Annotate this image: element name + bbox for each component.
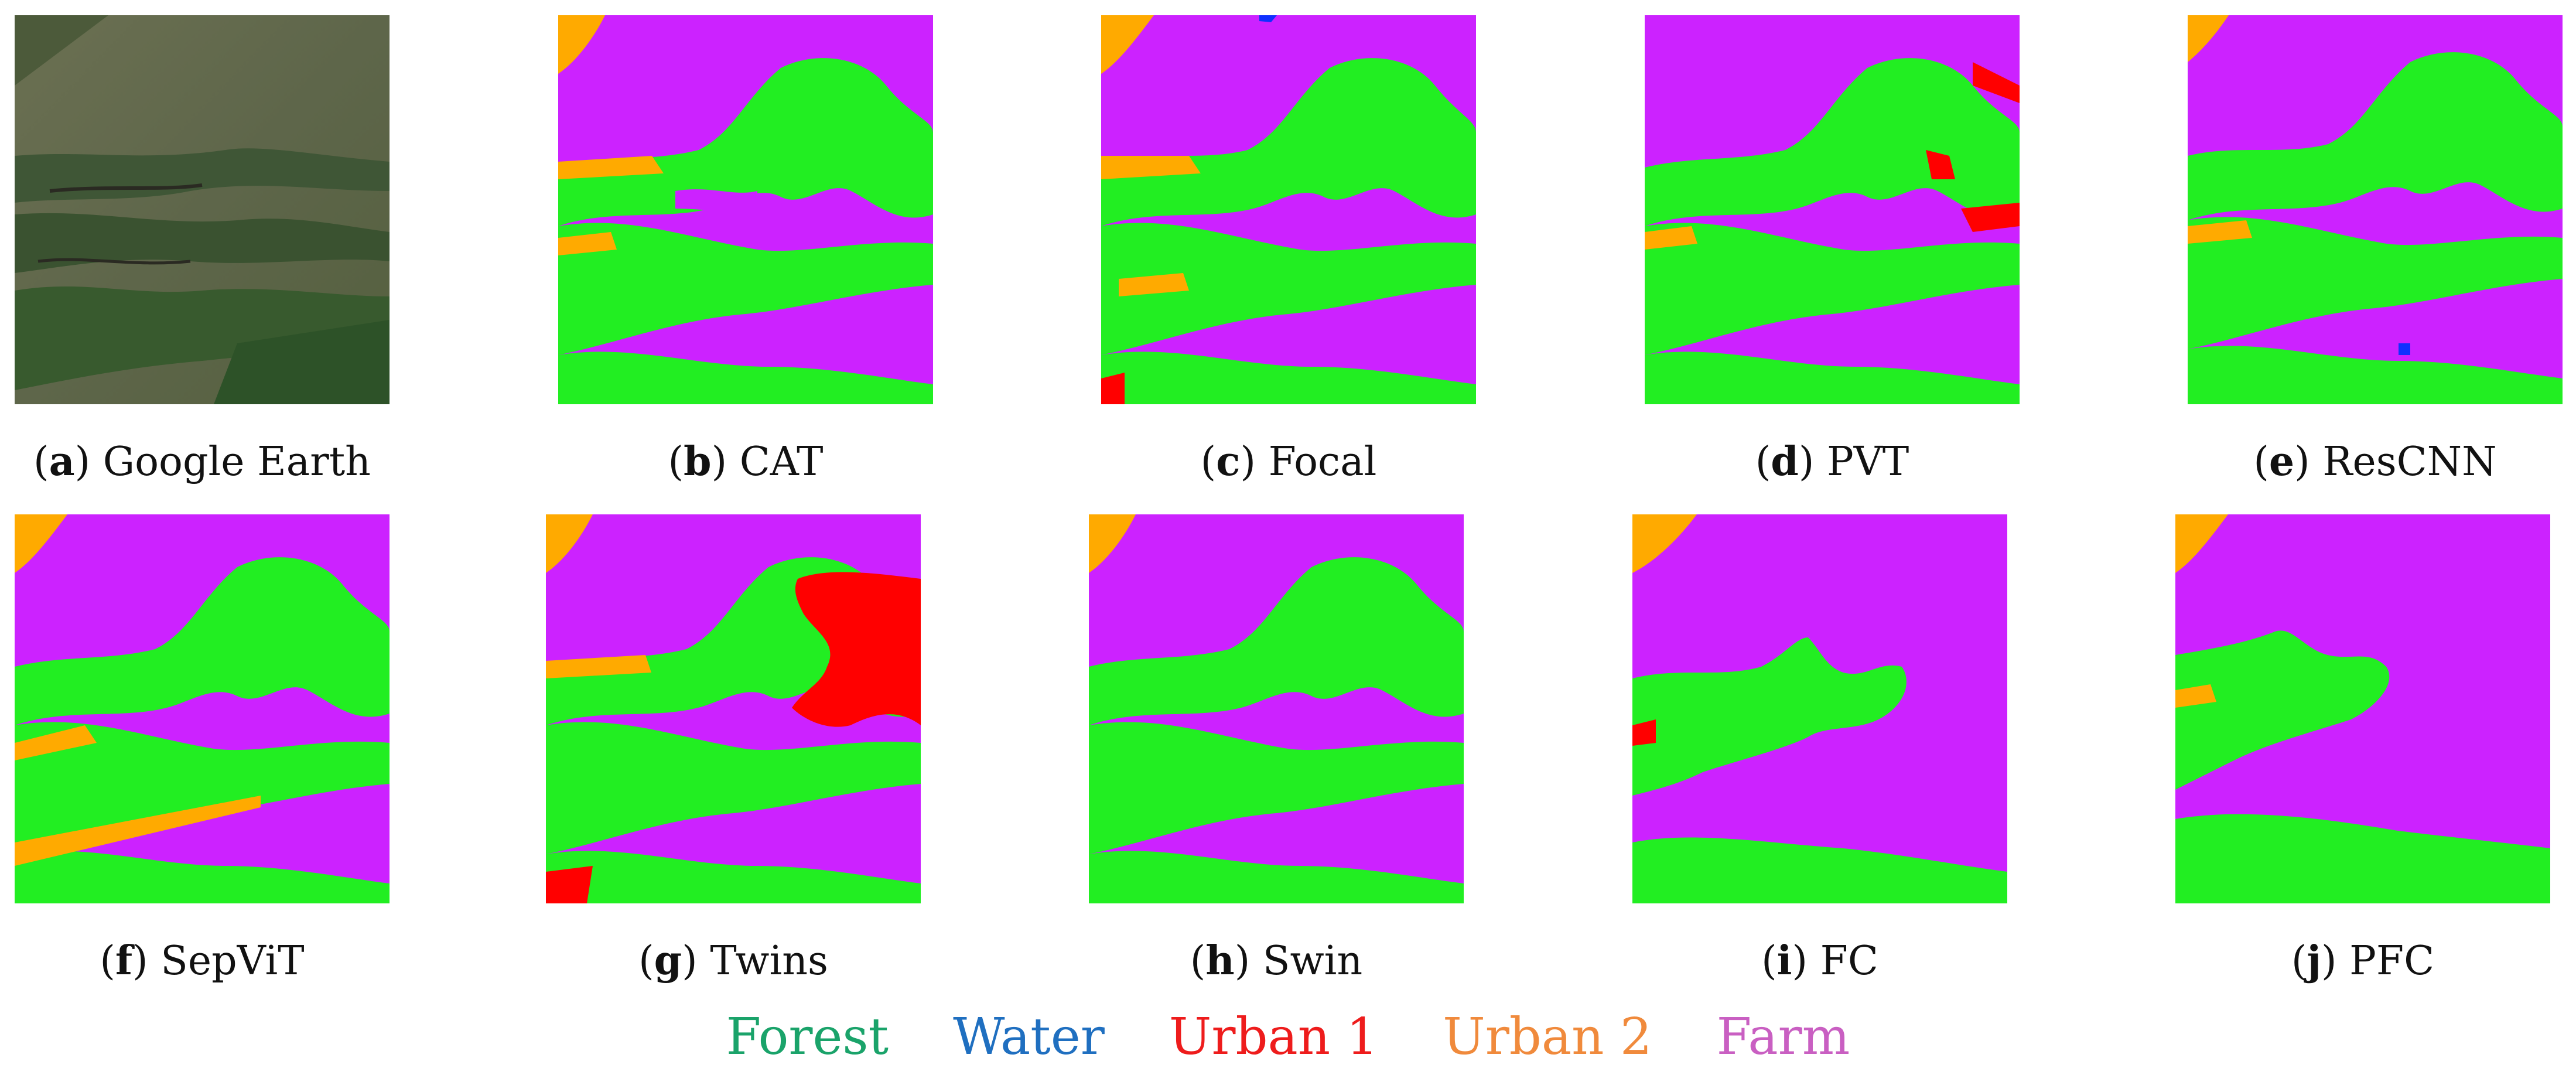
segmentation-map-swin bbox=[1089, 514, 1464, 903]
satellite-photo bbox=[15, 15, 390, 404]
legend-forest: Forest bbox=[726, 1008, 889, 1066]
caption-i: (i) FC bbox=[1761, 937, 1878, 984]
caption-b: (b) CAT bbox=[668, 438, 824, 485]
panel-b-segmentation bbox=[558, 15, 933, 404]
caption-c: (c) Focal bbox=[1200, 438, 1377, 485]
caption-f: (f) SepViT bbox=[100, 937, 305, 984]
caption-a: (a) Google Earth bbox=[33, 438, 371, 485]
segmentation-map-cat bbox=[558, 15, 933, 404]
legend-farm: Farm bbox=[1716, 1008, 1850, 1066]
segmentation-map-sepvit bbox=[15, 514, 390, 903]
panel-h-segmentation bbox=[1089, 514, 1464, 903]
segmentation-map-twins bbox=[546, 514, 921, 903]
class-legend: Forest Water Urban 1 Urban 2 Farm bbox=[0, 1008, 2576, 1066]
segmentation-map-pvt bbox=[1645, 15, 2020, 404]
panel-e-segmentation bbox=[2188, 15, 2563, 404]
legend-water: Water bbox=[953, 1008, 1105, 1066]
segmentation-map-rescnn bbox=[2188, 15, 2563, 404]
panel-d-segmentation bbox=[1645, 15, 2020, 404]
caption-d: (d) PVT bbox=[1755, 438, 1909, 485]
panel-a-satellite-image bbox=[15, 15, 390, 404]
caption-g: (g) Twins bbox=[638, 937, 828, 984]
legend-urban-2: Urban 2 bbox=[1443, 1008, 1652, 1066]
legend-urban-1: Urban 1 bbox=[1169, 1008, 1379, 1066]
panel-i-segmentation bbox=[1632, 514, 2007, 903]
caption-j: (j) PFC bbox=[2291, 937, 2435, 984]
segmentation-map-focal bbox=[1101, 15, 1476, 404]
caption-h: (h) Swin bbox=[1190, 937, 1363, 984]
segmentation-map-fc bbox=[1632, 514, 2007, 903]
caption-e: (e) ResCNN bbox=[2253, 438, 2497, 485]
segmentation-map-pfc bbox=[2175, 514, 2550, 903]
panel-g-segmentation bbox=[546, 514, 921, 903]
panel-f-segmentation bbox=[15, 514, 390, 903]
panel-c-segmentation bbox=[1101, 15, 1476, 404]
panel-j-segmentation bbox=[2175, 514, 2550, 903]
